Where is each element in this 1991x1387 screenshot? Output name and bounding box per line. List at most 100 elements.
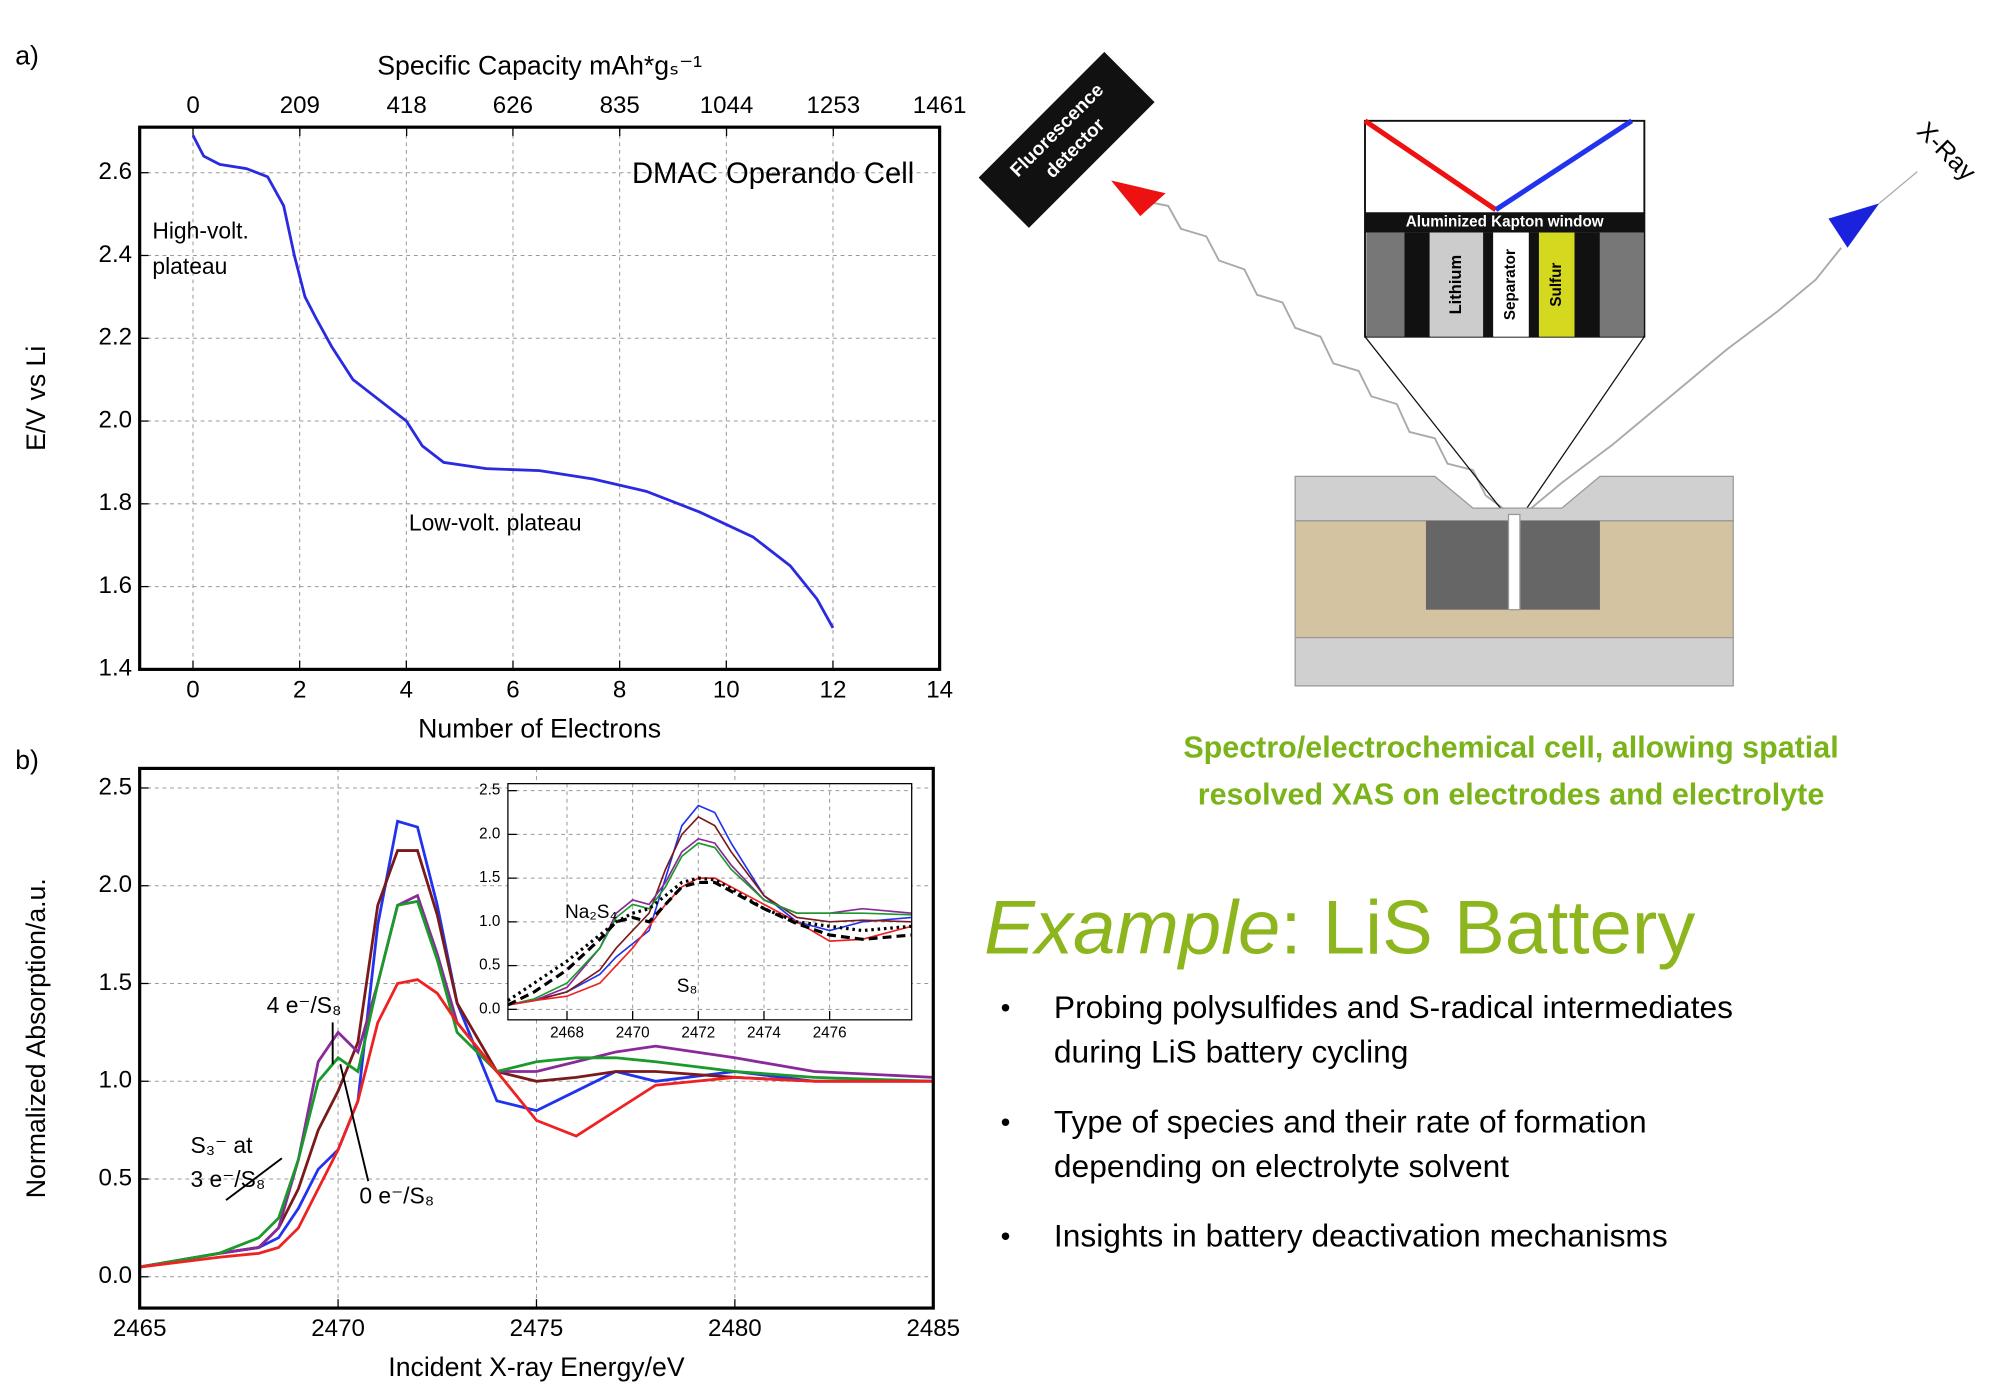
layer-sulfur [1538,232,1575,337]
annotation: High-volt. [152,218,248,244]
y-tick-label: 1.4 [99,655,133,682]
heading-emphasis: Example [984,886,1280,971]
series-line [507,804,912,1006]
window-label: Aluminized Kapton window [1406,213,1604,230]
x2-tick-label: 0 [186,92,199,119]
x-tick-label: 2 [293,676,306,703]
series-line [139,849,934,1269]
x2-tick-label: 1253 [807,92,861,119]
annotation: 4 e⁻/S₈ [267,992,342,1018]
y-tick-label: 2.0 [99,406,133,433]
layer [1483,232,1494,337]
y-tick-label: 2.6 [99,158,133,185]
x-tick-label: 2470 [616,1025,650,1042]
x-tick-label: 2480 [708,1315,762,1342]
y-tick-label: 1.5 [99,969,133,996]
layer-lithium [1429,232,1484,337]
plot-area [139,127,940,670]
x-tick-label: 10 [713,676,740,703]
layer [1404,232,1430,337]
y-tick-label: 2.2 [99,324,133,351]
x-tick-label: 6 [506,676,519,703]
y-tick-label: 2.0 [99,871,133,898]
y-tick-label: 2.5 [99,773,133,800]
series-line [191,134,835,629]
y-axis-label: Normalized Absorption/a.u. [21,878,51,1198]
detector-box [978,51,1155,228]
layer [1599,232,1644,337]
layer [1528,232,1539,337]
series-line [507,815,912,1006]
x-tick-label: 8 [613,676,626,703]
detector: Fluorescence detector [978,51,1155,228]
x2-tick-label: 209 [280,92,320,119]
x2-tick-label: 835 [600,92,640,119]
series-line [139,978,934,1269]
y-tick-label: 1.6 [99,572,133,599]
y-tick-label: 1.0 [479,913,500,930]
layer-label: Separator [1502,249,1519,320]
y-tick-label: 1.0 [99,1067,133,1094]
caption: resolved XAS on electrodes and electroly… [1198,777,1825,811]
cell-diagram: Fluorescence detector X-Ray Aluminized K… [978,51,1981,687]
fluorescence-wave [1129,199,1512,516]
y-axis-label: E/V vs Li [21,346,51,451]
bullet-list: • Probing polysulfides and S-radical inte… [1001,989,1733,1254]
y-tick-label: 0.5 [479,957,500,974]
funnel-line [1519,336,1645,519]
x-tick-label: 2472 [681,1025,715,1042]
x-tick-label: 14 [926,676,953,703]
window-band [1365,212,1645,233]
x-tick-label: 2465 [113,1315,167,1342]
x2-tick-label: 1461 [913,92,967,119]
annotation-arrow [225,1157,283,1201]
heading: Example: LiS Battery [984,886,1695,971]
layer [1574,232,1600,337]
bullet-dot: • [1001,1221,1011,1252]
x-tick-label: 2470 [311,1315,365,1342]
x-tick-label: 4 [400,676,413,703]
annotation: 0 e⁻/S₈ [359,1183,434,1209]
annotation: S₃⁻ at [190,1132,253,1158]
y-tick-label: 2.4 [99,241,133,268]
chart-title: DMAC Operando Cell [632,158,914,190]
series-line [139,899,934,1269]
xray-line [1878,171,1918,204]
red-beam [1363,118,1498,212]
bullet-text: Type of species and their rate of format… [1054,1103,1647,1139]
x2-tick-label: 626 [493,92,533,119]
xray-label: X-Ray [1911,117,1981,187]
bullet-text: Insights in battery deactivation mechani… [1054,1218,1668,1254]
bullet-text: during LiS battery cycling [1054,1034,1409,1070]
series-line [507,880,912,1007]
annotation-arrow [339,1064,370,1182]
bullet-text: depending on electrolyte solvent [1054,1148,1509,1184]
blue-arrow [1828,203,1880,248]
plot-frame [138,766,935,1310]
blue-beam [1494,118,1634,212]
xray-wave [1523,247,1842,516]
x-tick-label: 2468 [550,1025,584,1042]
layer-label: Lithium [1447,255,1465,315]
plot-frame [138,125,942,671]
layer-separator [1493,232,1529,337]
caption: Spectro/electrochemical cell, allowing s… [1183,730,1838,764]
annotation: plateau [152,253,227,279]
annotation: Na₂S₄ [565,902,617,923]
series-line [507,876,912,1002]
plot-frame [507,783,913,1021]
funnel-line [1364,336,1509,519]
series-line [507,842,912,1006]
series-line [139,819,934,1269]
x2-tick-label: 1044 [700,92,754,119]
layer [1366,232,1405,337]
y-tick-label: 0.0 [479,1000,500,1017]
charts: 0 2 4 6 8 10 12 141.41.61.82.02.22.42.60 209 418 6… [15,40,966,1382]
series-line [139,893,934,1269]
x2-axis-label: Specific Capacity mAh*gₛ⁻¹ [377,51,702,81]
cell-slit [1507,513,1521,611]
y-tick-label: 2.5 [479,782,500,799]
bullet-dot: • [1001,1106,1011,1137]
y-tick-label: 0.5 [99,1164,133,1191]
